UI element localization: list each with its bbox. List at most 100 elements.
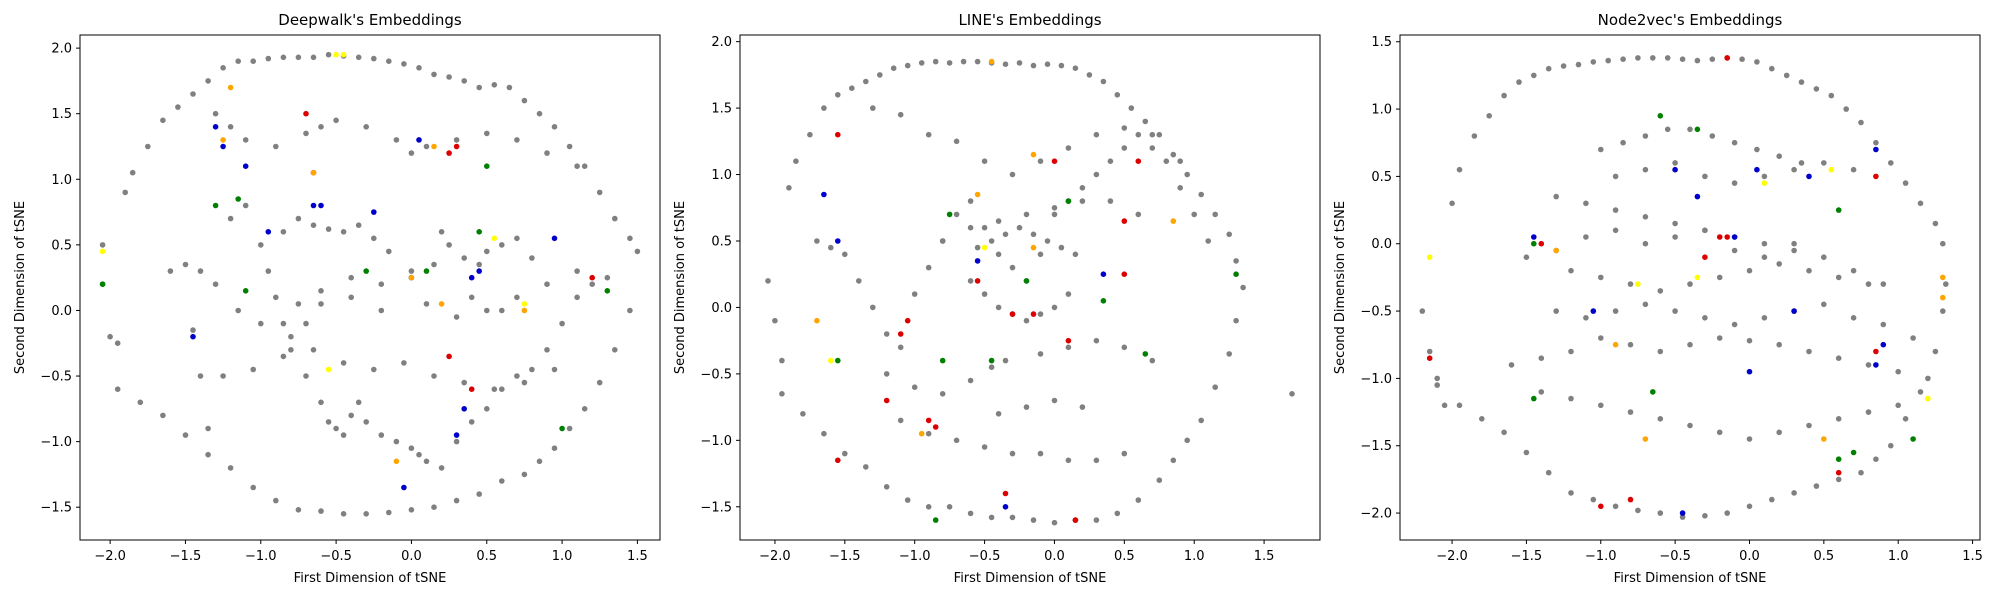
- scatter-point: [1030, 311, 1037, 317]
- scatter-point: [918, 60, 925, 66]
- scatter-point: [484, 130, 490, 137]
- scatter-point: [544, 150, 550, 156]
- scatter-point: [1828, 166, 1835, 173]
- y-tick-label: 0.0: [51, 304, 72, 319]
- scatter-point: [1583, 315, 1589, 321]
- scatter-point: [814, 238, 820, 244]
- scatter-point: [551, 445, 558, 452]
- scatter-point: [1037, 450, 1044, 457]
- scatter-point: [491, 235, 498, 242]
- scatter-point: [1642, 133, 1649, 139]
- scatter-point: [325, 366, 332, 373]
- scatter-point: [1065, 337, 1072, 344]
- scatter-point: [205, 451, 211, 458]
- scatter-point: [1583, 234, 1589, 240]
- scatter-point: [1776, 429, 1782, 436]
- scatter-point: [431, 373, 437, 379]
- scatter-point: [1191, 211, 1197, 218]
- scatter-point: [1456, 402, 1463, 409]
- scatter-point: [1694, 274, 1701, 281]
- scatter-point: [842, 450, 848, 457]
- scatter-point: [295, 301, 302, 307]
- scatter-point: [1672, 308, 1678, 314]
- scatter-point: [521, 301, 528, 307]
- scatter-point: [453, 438, 460, 445]
- scatter-point: [1114, 510, 1121, 517]
- scatter-point: [220, 65, 226, 71]
- scatter-point: [1426, 348, 1433, 355]
- scatter-point: [1754, 59, 1760, 65]
- scatter-point: [1880, 341, 1887, 348]
- scatter-point: [939, 357, 946, 364]
- scatter-point: [1873, 456, 1879, 463]
- scatter-point: [1030, 151, 1037, 158]
- scatter-point: [446, 242, 452, 248]
- scatter-point: [612, 215, 618, 222]
- x-tick-label: 1.5: [1254, 549, 1275, 564]
- x-tick-label: 0.5: [1814, 549, 1835, 564]
- scatter-point: [499, 307, 505, 314]
- scatter-point: [1531, 395, 1537, 402]
- scatter-point: [1642, 240, 1649, 247]
- scatter-point: [453, 137, 460, 143]
- scatter-point: [1605, 57, 1611, 64]
- scatter-point: [925, 430, 932, 437]
- scatter-point: [1746, 368, 1753, 375]
- scatter-point: [1687, 341, 1693, 348]
- scatter-point: [273, 497, 279, 504]
- scatter-point: [461, 255, 468, 261]
- scatter-point: [227, 124, 234, 130]
- scatter-point: [378, 307, 385, 314]
- scatter-point: [1925, 375, 1931, 382]
- scatter-point: [484, 307, 490, 314]
- scatter-point: [1568, 267, 1574, 274]
- scatter-point: [544, 347, 550, 353]
- scatter-point: [1590, 496, 1597, 503]
- scatter-point: [521, 307, 528, 314]
- scatter-point: [1761, 315, 1768, 321]
- scatter-point: [1865, 281, 1872, 287]
- scatter-point: [1943, 281, 1949, 287]
- scatter-point: [431, 261, 437, 268]
- scatter-point: [911, 291, 918, 297]
- scatter-point: [355, 399, 362, 406]
- scatter-point: [1761, 240, 1768, 247]
- plot-title: Node2vec's Embeddings: [1598, 11, 1783, 29]
- scatter-point: [1709, 56, 1716, 62]
- scatter-point: [1212, 211, 1218, 218]
- scatter-point: [1821, 160, 1827, 166]
- scatter-point: [1791, 166, 1797, 173]
- scatter-point: [190, 91, 196, 97]
- scatter-point: [431, 504, 437, 511]
- y-tick-label: 1.0: [711, 168, 732, 183]
- scatter-point: [310, 54, 317, 61]
- scatter-point: [514, 373, 520, 379]
- scatter-point: [1724, 55, 1730, 61]
- scatter-point: [939, 391, 946, 397]
- scatter-point: [1888, 160, 1894, 166]
- scatter-point: [1694, 126, 1701, 133]
- scatter-point: [1583, 200, 1589, 207]
- scatter-point: [1002, 231, 1009, 238]
- scatter-point: [1079, 404, 1086, 410]
- scatter-point: [212, 202, 219, 209]
- scatter-point: [574, 268, 580, 274]
- scatter-point: [476, 229, 483, 235]
- scatter-point: [1568, 348, 1574, 355]
- scatter-point: [438, 465, 445, 471]
- scatter-point: [1709, 133, 1716, 139]
- scatter-point: [1835, 207, 1842, 213]
- scatter-point: [1598, 402, 1604, 409]
- scatter-point: [468, 274, 475, 281]
- scatter-point: [988, 364, 995, 371]
- scatter-point: [476, 268, 483, 274]
- scatter-point: [870, 304, 876, 311]
- scatter-point: [612, 347, 618, 353]
- scatter-point: [408, 445, 415, 452]
- scatter-point: [1149, 131, 1156, 138]
- scatter-point: [1843, 106, 1849, 112]
- scatter-point: [393, 458, 400, 465]
- scatter-point: [1051, 205, 1058, 211]
- scatter-point: [1598, 503, 1604, 510]
- scatter-point: [1888, 442, 1894, 449]
